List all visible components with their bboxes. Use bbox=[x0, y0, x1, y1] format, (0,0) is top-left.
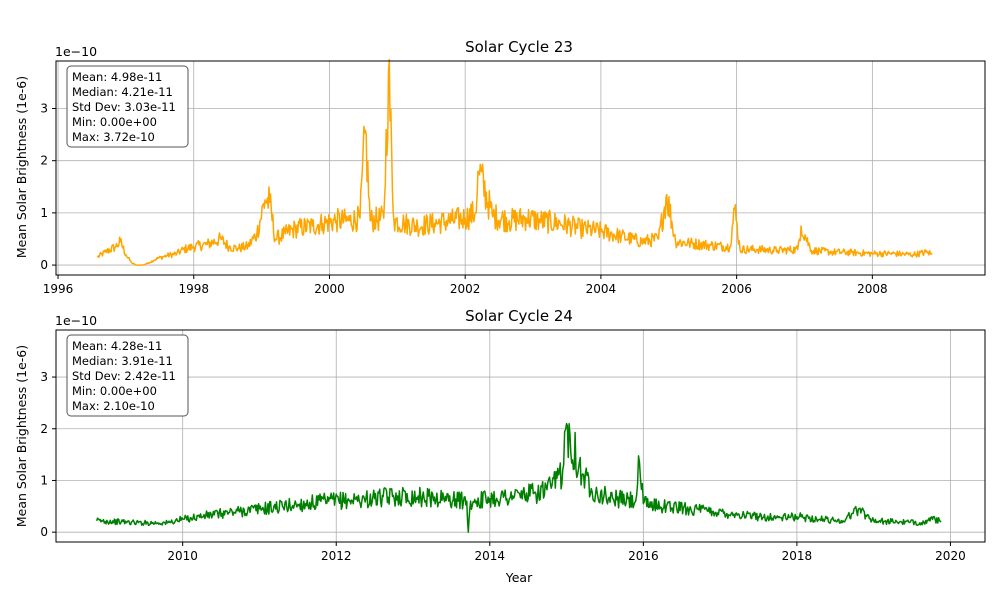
series-line bbox=[96, 58, 933, 266]
stat-max: Max: 2.10e-10 bbox=[72, 399, 155, 413]
y-axis-label: Mean Solar Brightness (1e-6) bbox=[14, 76, 29, 258]
stat-std-dev: Std Dev: 3.03e-11 bbox=[72, 100, 176, 114]
stat-max: Max: 3.72e-10 bbox=[72, 130, 155, 144]
stat-mean: Mean: 4.98e-11 bbox=[72, 70, 162, 84]
stats-box: Mean: 4.98e-11 Median: 4.21e-11 Std Dev:… bbox=[66, 65, 189, 148]
x-axis-label: Year bbox=[505, 570, 533, 585]
x-tick-label: 2006 bbox=[721, 282, 752, 296]
y-tick-label: 3 bbox=[40, 101, 48, 115]
x-tick-label: 2010 bbox=[167, 549, 198, 563]
stat-min: Min: 0.00e+00 bbox=[72, 384, 157, 398]
x-tick-label: 2016 bbox=[628, 549, 659, 563]
x-tick-label: 2000 bbox=[314, 282, 345, 296]
y-tick-label: 2 bbox=[40, 154, 48, 168]
series-line bbox=[95, 422, 942, 533]
x-tick-label: 2020 bbox=[935, 549, 966, 563]
stats-box-frame bbox=[66, 65, 189, 148]
x-tick-label: 2008 bbox=[857, 282, 888, 296]
y-offset-label: 1e−10 bbox=[55, 313, 97, 328]
chart-panel-cycle-23: Solar Cycle 23 1e−10 Mean Solar Brightne… bbox=[14, 38, 986, 296]
y-tick-label: 0 bbox=[40, 258, 48, 272]
y-tick-label: 3 bbox=[40, 370, 48, 384]
stat-median: Median: 3.91e-11 bbox=[72, 354, 173, 368]
y-axis-label: Mean Solar Brightness (1e-6) bbox=[14, 345, 29, 527]
stat-mean: Mean: 4.28e-11 bbox=[72, 339, 162, 353]
x-tick-label: 2012 bbox=[321, 549, 352, 563]
x-tick-label: 2018 bbox=[782, 549, 813, 563]
x-tick-label: 1996 bbox=[43, 282, 74, 296]
chart-title: Solar Cycle 23 bbox=[465, 38, 573, 56]
x-tick-label: 2004 bbox=[586, 282, 617, 296]
stats-box: Mean: 4.28e-11 Median: 3.91e-11 Std Dev:… bbox=[66, 334, 189, 417]
plot-area: 2010 2012 2014 2016 2018 2020 0 1 2 3 bbox=[40, 329, 986, 563]
x-tick-label: 2014 bbox=[475, 549, 506, 563]
stat-min: Min: 0.00e+00 bbox=[72, 115, 157, 129]
chart-panel-cycle-24: Solar Cycle 24 1e−10 Mean Solar Brightne… bbox=[14, 307, 986, 585]
stat-std-dev: Std Dev: 2.42e-11 bbox=[72, 369, 176, 383]
y-tick-label: 1 bbox=[40, 206, 48, 220]
x-tick-label: 1998 bbox=[178, 282, 209, 296]
axes-frame bbox=[55, 60, 986, 276]
y-tick-label: 0 bbox=[40, 525, 48, 539]
y-offset-label: 1e−10 bbox=[55, 44, 97, 59]
axes-frame bbox=[55, 329, 986, 543]
stats-box-frame bbox=[66, 334, 189, 417]
chart-title: Solar Cycle 24 bbox=[465, 307, 573, 325]
x-tick-label: 2002 bbox=[450, 282, 481, 296]
y-tick-label: 2 bbox=[40, 422, 48, 436]
stat-median: Median: 4.21e-11 bbox=[72, 85, 173, 99]
plot-area: 1996 1998 2000 2002 2004 2006 2008 0 1 2 3 bbox=[40, 58, 986, 296]
y-tick-label: 1 bbox=[40, 473, 48, 487]
